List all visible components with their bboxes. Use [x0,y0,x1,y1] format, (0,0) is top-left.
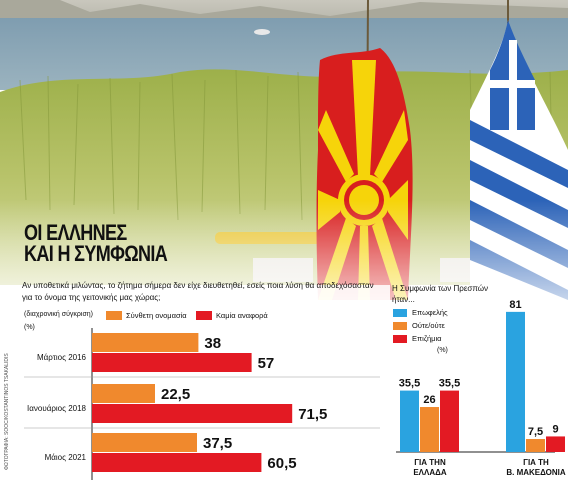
category-label: Ιανουάριος 2018 [27,404,87,413]
mountain-ridge [0,0,568,22]
main-title: ΟΙ ΕΛΛΗΝΕΣ ΚΑΙ Η ΣΥΜΦΩΝΙΑ [24,220,168,266]
legend-swatch-red [196,311,212,320]
comparison-note: (διαχρονική σύγκριση) [24,311,94,318]
legend-swatch-blue [393,308,407,317]
bar [440,390,459,452]
value-label: 22,5 [161,386,190,403]
title-line-1: ΟΙ ΕΛΛΗΝΕΣ [24,220,127,245]
value-label: 35,5 [439,378,460,390]
category-label: ΕΛΛΑΔΑ [413,468,447,477]
bar [92,353,252,372]
legend-beneficial: Επωφελής [393,308,448,317]
value-label: 38 [204,335,221,352]
category-label: ΓΙΑ ΤΗ [523,458,549,467]
boat [254,29,270,35]
unit-label: (%) [24,324,35,331]
bar [92,404,293,423]
right-unit-label: (%) [437,347,448,354]
bar [420,407,439,452]
category-label: Β. ΜΑΚΕΔΟΝΙΑ [506,468,566,477]
legend-neither: Ούτε/ούτε [393,321,445,330]
legend-label: Επιζήμια [412,334,442,343]
bar [92,453,262,472]
category-label: Μάιος 2021 [45,453,87,462]
photo-credit: ΦΩΤΟΓΡΑΦΙΑ: SOOC/KOSTANTINOS TSAKALIDIS [4,353,10,470]
bar [506,311,525,452]
category-label: Μάρτιος 2016 [37,353,87,362]
legend-composite-name: Σύνθετη ονομασία [106,311,187,320]
value-label: 37,5 [203,435,232,452]
legend-label: Επωφελής [412,308,448,317]
legend-label: Σύνθετη ονομασία [126,311,187,320]
bar [400,390,419,452]
value-label: 35,5 [399,378,420,390]
value-label: 7,5 [528,426,543,438]
title-line-2: ΚΑΙ Η ΣΥΜΦΩΝΙΑ [24,241,168,266]
legend-label: Ούτε/ούτε [412,321,445,330]
legend-swatch-red [393,334,407,343]
value-label: 9 [552,423,558,435]
bar [526,439,545,452]
legend-swatch-orange [393,321,407,330]
bar [92,333,199,352]
bar [92,433,197,452]
bar [546,436,565,452]
bar [92,384,155,403]
legend-no-mention: Καμία αναφορά [196,311,268,320]
legend-harmful: Επιζήμια [393,334,442,343]
value-label: 60,5 [267,455,296,472]
survey-question: Αν υποθετικά μιλώντας, το ζήτημα σήμερα … [22,281,374,302]
legend-swatch-orange [106,311,122,320]
legend-label: Καμία αναφορά [216,311,268,320]
value-label: 57 [258,355,275,372]
prespa-question: Η Συμφωνία των Πρεσπών ήταν... [392,284,488,304]
category-label: ΓΙΑ ΤΗΝ [414,458,446,467]
value-label: 81 [509,299,521,311]
value-label: 71,5 [298,406,327,423]
value-label: 26 [423,394,435,406]
